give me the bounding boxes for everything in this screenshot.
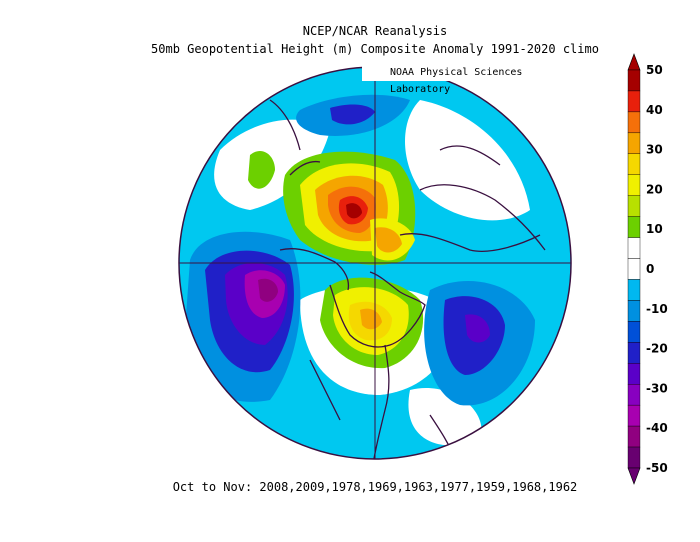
colorbar-tick-label: -30 (646, 381, 668, 395)
colorbar-tick-label: 20 (646, 182, 663, 196)
colorbar-tick-label: 10 (646, 222, 663, 236)
colorbar-segment (627, 258, 641, 280)
colorbar-segment (627, 404, 641, 427)
colorbar-tick-label: 50 (646, 63, 663, 77)
colorbar-segment (627, 195, 641, 217)
footer-composite-years: Oct to Nov: 2008,2009,1978,1969,1963,197… (172, 480, 578, 494)
colorbar-segment (627, 153, 641, 175)
colorbar-tick-label: 0 (646, 262, 654, 276)
colorbar-segment (627, 384, 641, 406)
colorbar-segment (627, 342, 641, 364)
colorbar-top-arrow (627, 53, 641, 71)
colorbar-segment (627, 90, 641, 113)
colorbar-segment (627, 321, 641, 343)
title-line-2: 50mb Geopotential Height (m) Composite A… (151, 42, 599, 56)
colorbar-tick-label: -10 (646, 302, 668, 316)
colorbar-tick-label: 30 (646, 143, 663, 157)
colorbar-segment (627, 174, 641, 196)
anomaly-field (179, 67, 571, 459)
colorbar-segment (627, 425, 641, 448)
coastlines (269, 99, 546, 459)
title-line-1: NCEP/NCAR Reanalysis (302, 24, 448, 38)
colorbar-tick-label: -40 (646, 421, 668, 435)
credit-label: NOAA Physical Sciences Laboratory (362, 64, 588, 95)
colorbar-tick-label: -20 (646, 342, 668, 356)
colorbar-tick-label: -50 (646, 461, 668, 475)
colorbar: 50 40 30 20 10 0 -10 -20 -30 -40 -50 (627, 53, 668, 485)
colorbar-segment (627, 237, 641, 259)
colorbar-segment (627, 363, 641, 385)
colorbar-segment (627, 300, 641, 322)
colorbar-segment (627, 111, 641, 134)
colorbar-tick-label: 40 (646, 103, 663, 117)
colorbar-segment (627, 446, 641, 469)
colorbar-segment (627, 279, 641, 301)
colorbar-segment (627, 216, 641, 238)
colorbar-segment (627, 69, 641, 92)
colorbar-bottom-arrow (627, 467, 641, 485)
colorbar-segment (627, 132, 641, 154)
